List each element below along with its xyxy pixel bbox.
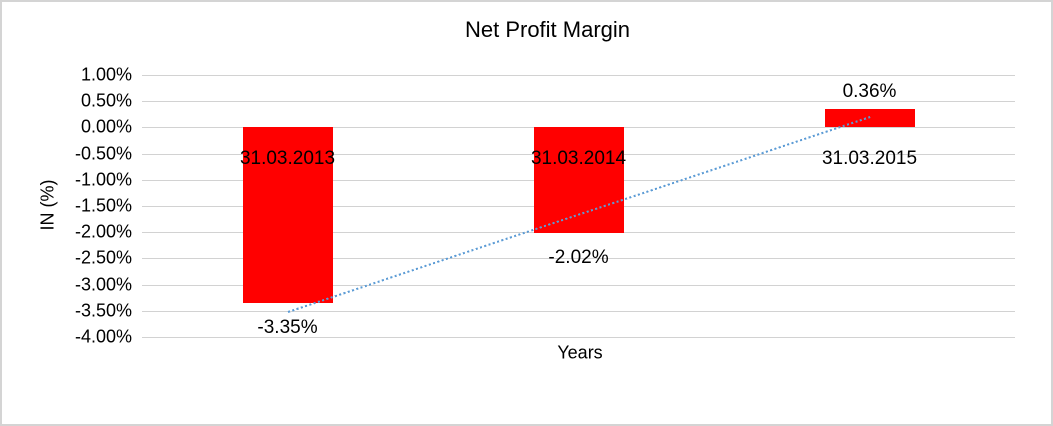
y-tick-label: -0.50%: [74, 143, 132, 164]
y-tick-label: 1.00%: [80, 64, 132, 85]
y-tick-label: -2.00%: [74, 221, 132, 242]
bar-31.03.2013[interactable]: [242, 127, 333, 303]
data-label: 0.36%: [842, 80, 897, 102]
gridline: [142, 337, 1015, 338]
category-label: 31.03.2014: [530, 148, 627, 170]
gridline: [142, 284, 1015, 286]
gridline: [142, 101, 1015, 103]
y-tick-label: -4.00%: [74, 326, 132, 347]
y-tick-label: -3.50%: [74, 300, 132, 321]
gridline: [142, 75, 1015, 76]
y-tick-label: 0.00%: [80, 116, 132, 137]
y-tick-label: -3.00%: [74, 274, 132, 295]
x-axis-title: Years: [557, 342, 603, 363]
gridline: [142, 258, 1015, 260]
chart-title: Net Profit Margin: [464, 17, 631, 42]
y-tick-label: -2.50%: [74, 247, 132, 268]
data-label: -2.02%: [548, 247, 609, 269]
bar-31.03.2014[interactable]: [533, 127, 624, 234]
data-label: -3.35%: [257, 316, 318, 338]
gridline: [142, 310, 1015, 312]
y-tick-label: -1.50%: [74, 195, 132, 216]
y-tick-label: -1.00%: [74, 169, 132, 190]
y-tick-label: 0.50%: [80, 90, 132, 111]
category-label: 31.03.2015: [821, 148, 918, 170]
category-label: 31.03.2013: [239, 148, 336, 170]
